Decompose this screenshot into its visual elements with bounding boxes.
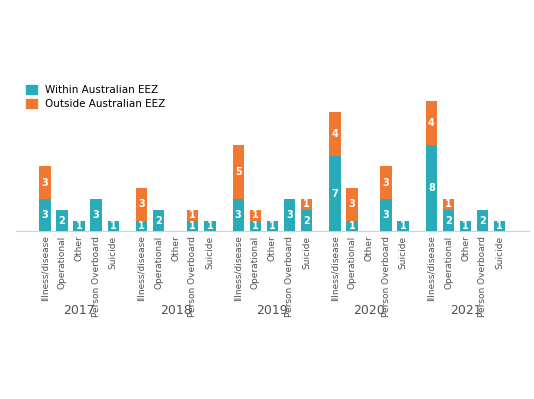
Text: 1: 1 [190, 221, 196, 231]
Legend: Within Australian EEZ, Outside Australian EEZ: Within Australian EEZ, Outside Australia… [26, 85, 166, 109]
Bar [329, 112, 341, 156]
Bar [40, 199, 51, 231]
Bar [380, 199, 392, 231]
Text: 1: 1 [462, 221, 469, 231]
Text: 1: 1 [252, 210, 258, 220]
Bar [301, 199, 312, 210]
Bar [249, 210, 261, 221]
Text: 2017: 2017 [63, 304, 95, 317]
Bar [232, 199, 244, 231]
Text: 4: 4 [332, 129, 338, 139]
Bar [443, 210, 454, 231]
Bar [460, 221, 472, 231]
Text: 3: 3 [235, 210, 241, 220]
Bar [57, 210, 68, 231]
Bar [346, 221, 358, 231]
Bar [249, 221, 261, 231]
Bar [136, 188, 147, 221]
Bar [73, 221, 85, 231]
Text: 3: 3 [383, 210, 389, 220]
Text: 3: 3 [286, 210, 293, 220]
Text: 1: 1 [190, 210, 196, 220]
Bar [266, 221, 278, 231]
Bar [443, 199, 454, 210]
Text: 2: 2 [303, 215, 310, 225]
Text: 1: 1 [110, 221, 116, 231]
Text: 2: 2 [445, 215, 452, 225]
Text: 1: 1 [445, 200, 452, 209]
Bar [426, 101, 437, 145]
Text: 5: 5 [235, 167, 241, 177]
Text: 3: 3 [42, 178, 49, 188]
Text: 1: 1 [349, 221, 355, 231]
Bar [397, 221, 409, 231]
Text: 2: 2 [59, 215, 66, 225]
Text: 1: 1 [76, 221, 82, 231]
Bar [346, 188, 358, 221]
Bar [380, 166, 392, 199]
Bar [187, 221, 199, 231]
Text: 2019: 2019 [256, 304, 288, 317]
Text: 1: 1 [138, 221, 145, 231]
Text: 2: 2 [479, 215, 486, 225]
Bar [187, 210, 199, 221]
Bar [136, 221, 147, 231]
Text: 3: 3 [349, 200, 355, 209]
Text: 3: 3 [138, 200, 145, 209]
Text: 1: 1 [207, 221, 213, 231]
Text: 1: 1 [303, 200, 310, 209]
Text: 1: 1 [252, 221, 258, 231]
Bar [232, 145, 244, 199]
Text: 7: 7 [332, 188, 338, 199]
Bar [426, 145, 437, 231]
Text: 2020: 2020 [353, 304, 385, 317]
Text: 3: 3 [383, 178, 389, 188]
Bar [107, 221, 119, 231]
Text: 3: 3 [42, 210, 49, 220]
Bar [477, 210, 488, 231]
Bar [284, 199, 295, 231]
Text: 8: 8 [428, 183, 435, 193]
Bar [40, 166, 51, 199]
Text: 2018: 2018 [160, 304, 192, 317]
Text: 1: 1 [399, 221, 406, 231]
Bar [153, 210, 164, 231]
Text: 3: 3 [93, 210, 99, 220]
Bar [494, 221, 505, 231]
Text: 2021: 2021 [450, 304, 481, 317]
Bar [90, 199, 102, 231]
Text: 4: 4 [428, 118, 435, 128]
Text: 2: 2 [155, 215, 162, 225]
Text: 1: 1 [269, 221, 276, 231]
Bar [329, 156, 341, 231]
Bar [204, 221, 216, 231]
Bar [301, 210, 312, 231]
Text: 1: 1 [496, 221, 503, 231]
